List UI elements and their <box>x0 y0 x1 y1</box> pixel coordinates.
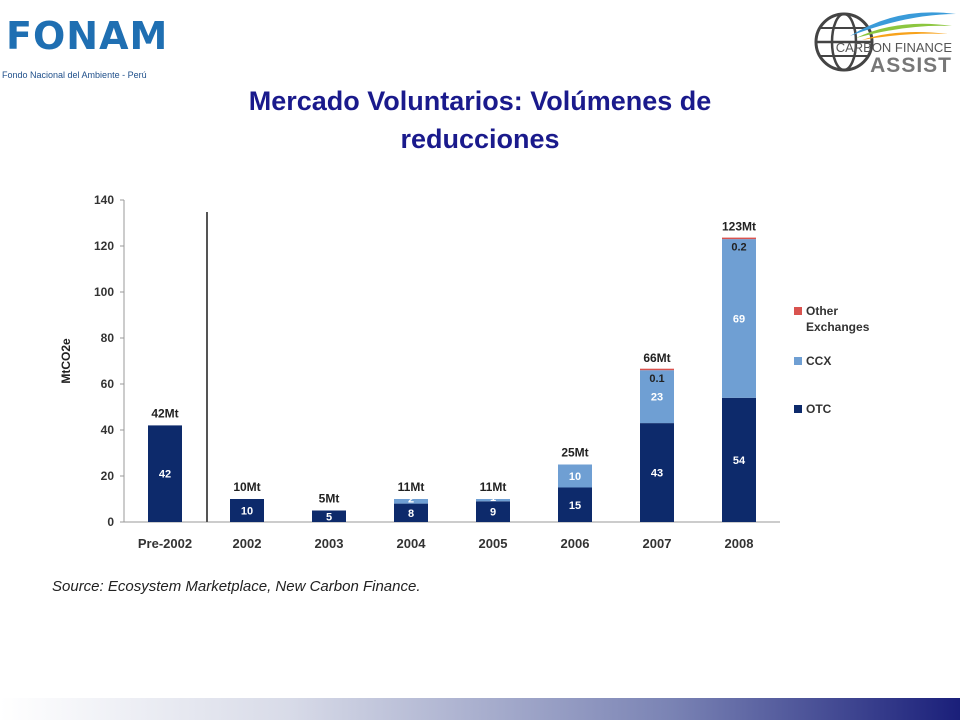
total-label: 11Mt <box>480 480 507 494</box>
x-tick-label: 2005 <box>479 536 508 551</box>
y-tick-label: 0 <box>107 515 114 529</box>
legend-swatch-otc <box>794 405 802 413</box>
y-tick-label: 100 <box>94 285 114 299</box>
y-tick-label: 120 <box>94 239 114 253</box>
data-label-otc: 54 <box>733 455 746 467</box>
bar-otc-2003 <box>312 510 346 522</box>
total-label: 66Mt <box>643 351 670 365</box>
data-label-otc: 43 <box>651 468 663 480</box>
x-tick-label: 2006 <box>561 536 590 551</box>
y-axis-label: MtCO2e <box>59 338 73 384</box>
total-label: 11Mt <box>398 480 425 494</box>
logo-text-carbon-finance: CARBON FINANCE <box>835 40 952 55</box>
data-label-ccx: 10 <box>569 471 581 483</box>
source-note: Source: Ecosystem Marketplace, New Carbo… <box>52 578 421 595</box>
bar-ccx-2006 <box>558 464 592 488</box>
fonam-logo: FONAM Fondo Nacional del Ambiente - Perú <box>2 2 172 82</box>
stacked-bar-chart: 020406080100120140MtCO2e4242MtPre-200210… <box>59 193 870 551</box>
bar-ccx-2005 <box>476 499 510 502</box>
data-label-otc: 15 <box>569 500 581 512</box>
legend-label-otc: OTC <box>806 402 832 416</box>
total-label: 10Mt <box>233 480 260 494</box>
data-label-otc: 8 <box>408 508 414 520</box>
bar-otc-pre-2002 <box>148 425 182 522</box>
globe-icon <box>814 12 874 72</box>
data-label-otc: 5 <box>326 511 332 523</box>
logo-text-assist: ASSIST <box>870 54 952 77</box>
bar-other-exchanges-2008 <box>722 237 756 240</box>
data-label-ccx: 23 <box>651 392 663 404</box>
legend-label-ccx: CCX <box>806 354 831 368</box>
legend-swatch-ccx <box>794 357 802 365</box>
x-tick-label: 2008 <box>725 536 754 551</box>
total-label: 123Mt <box>722 220 756 234</box>
bar-other-exchanges-2007 <box>640 368 674 371</box>
y-tick-label: 60 <box>101 377 115 391</box>
bar-otc-2008 <box>722 397 756 522</box>
x-tick-label: 2002 <box>233 536 262 551</box>
swoosh-icon <box>850 12 956 40</box>
data-label-otc: 42 <box>159 469 171 481</box>
y-tick-label: 20 <box>101 469 115 483</box>
bar-otc-2006 <box>558 487 592 522</box>
carbon-finance-assist-logo: CARBON FINANCE ASSIST <box>812 2 958 80</box>
bar-otc-2002 <box>230 499 264 522</box>
fonam-subtitle: Fondo Nacional del Ambiente - Perú <box>2 70 147 80</box>
data-label-otc: 9 <box>490 507 496 519</box>
total-label: 5Mt <box>319 492 340 506</box>
bar-ccx-2008 <box>722 239 756 398</box>
data-label-other: 0.1 <box>649 373 664 385</box>
x-tick-label: 2007 <box>643 536 672 551</box>
data-label-otc: 10 <box>241 506 253 518</box>
bar-ccx-2007 <box>640 370 674 424</box>
legend-swatch-other-exchanges <box>794 307 802 315</box>
bar-otc-2005 <box>476 501 510 522</box>
y-tick-label: 40 <box>101 423 115 437</box>
data-label-ccx: 2 <box>408 493 414 505</box>
y-tick-label: 140 <box>94 193 114 207</box>
data-label-ccx: 1 <box>490 492 496 504</box>
fonam-brand: FONAM <box>6 14 169 58</box>
x-tick-label: 2004 <box>397 536 427 551</box>
y-tick-label: 80 <box>101 331 115 345</box>
data-label-other: 0.2 <box>731 242 746 254</box>
bar-ccx-2004 <box>394 499 428 504</box>
bar-otc-2007 <box>640 423 674 522</box>
legend-label-other-exchanges: Other Exchanges <box>806 304 870 334</box>
x-tick-label: Pre-2002 <box>138 536 192 551</box>
bar-otc-2004 <box>394 503 428 522</box>
slide-title-line-2: reducciones <box>400 124 560 154</box>
slide-title-line-1: Mercado Voluntarios: Volúmenes de <box>248 86 712 116</box>
x-tick-label: 2003 <box>315 536 344 551</box>
total-label: 42Mt <box>151 406 178 420</box>
data-label-ccx: 69 <box>733 313 745 325</box>
slide-title: Mercado Voluntarios: Volúmenes de reducc… <box>180 82 780 158</box>
footer-gradient-bar <box>0 698 960 720</box>
total-label: 25Mt <box>561 446 588 460</box>
